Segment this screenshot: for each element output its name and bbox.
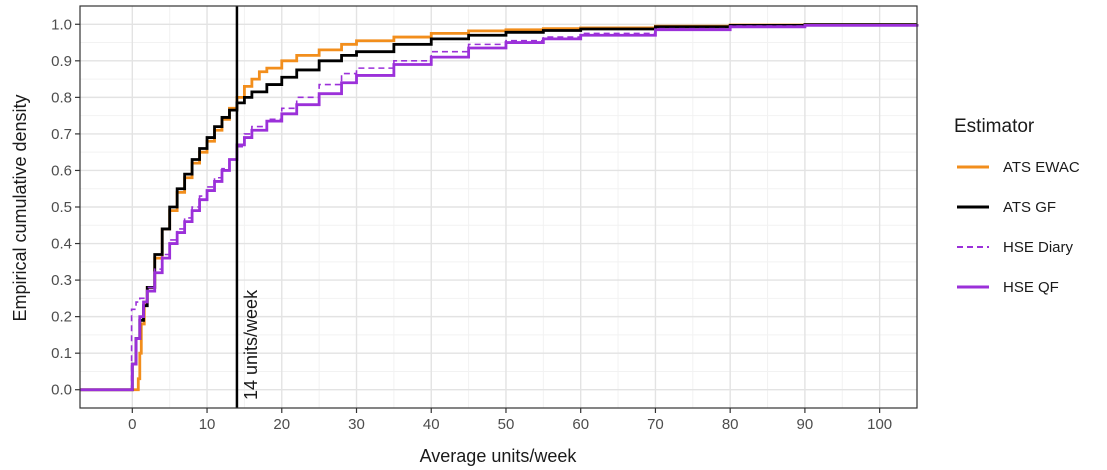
x-tick-label: 0 bbox=[128, 416, 136, 433]
y-tick-label: 1.0 bbox=[51, 16, 72, 33]
x-tick-label: 10 bbox=[199, 416, 216, 433]
x-axis-ticks: 0 10 20 30 40 50 60 70 80 90 100 bbox=[128, 408, 892, 433]
legend-label-hse-diary: HSE Diary bbox=[1003, 239, 1074, 256]
legend-label-hse-qf: HSE QF bbox=[1003, 279, 1059, 296]
y-tick-label: 0.8 bbox=[51, 89, 72, 106]
y-tick-label: 0.3 bbox=[51, 272, 72, 289]
y-tick-label: 0.6 bbox=[51, 162, 72, 179]
x-axis-title: Average units/week bbox=[420, 446, 578, 466]
x-tick-label: 20 bbox=[273, 416, 290, 433]
y-tick-label: 0.1 bbox=[51, 345, 72, 362]
y-tick-label: 0.2 bbox=[51, 309, 72, 326]
reference-line-label: 14 units/week bbox=[241, 289, 261, 400]
y-tick-label: 0.4 bbox=[51, 236, 72, 253]
legend-label-ats-gf: ATS GF bbox=[1003, 199, 1056, 216]
x-tick-label: 30 bbox=[348, 416, 365, 433]
x-tick-label: 70 bbox=[647, 416, 664, 433]
x-tick-label: 90 bbox=[797, 416, 814, 433]
series-layer bbox=[80, 23, 919, 392]
x-tick-label: 80 bbox=[722, 416, 739, 433]
y-axis-ticks: 0.0 0.1 0.2 0.3 0.4 0.5 0.6 0.7 0.8 0.9 1.0 bbox=[51, 16, 80, 399]
y-tick-label: 0.5 bbox=[51, 199, 72, 216]
x-tick-label: 60 bbox=[572, 416, 589, 433]
legend: Estimator ATS EWAC ATS GF HSE Diary HSE QF bbox=[954, 116, 1080, 296]
y-axis-title: Empirical cumulative density bbox=[10, 94, 30, 321]
x-tick-label: 50 bbox=[498, 416, 515, 433]
x-tick-label: 100 bbox=[867, 416, 892, 433]
legend-title: Estimator bbox=[954, 116, 1035, 137]
y-tick-label: 0.0 bbox=[51, 382, 72, 399]
x-tick-label: 40 bbox=[423, 416, 440, 433]
y-tick-label: 0.9 bbox=[51, 53, 72, 70]
series-hse-qf bbox=[80, 23, 919, 392]
y-tick-label: 0.7 bbox=[51, 126, 72, 143]
legend-label-ats-ewac: ATS EWAC bbox=[1003, 159, 1080, 176]
